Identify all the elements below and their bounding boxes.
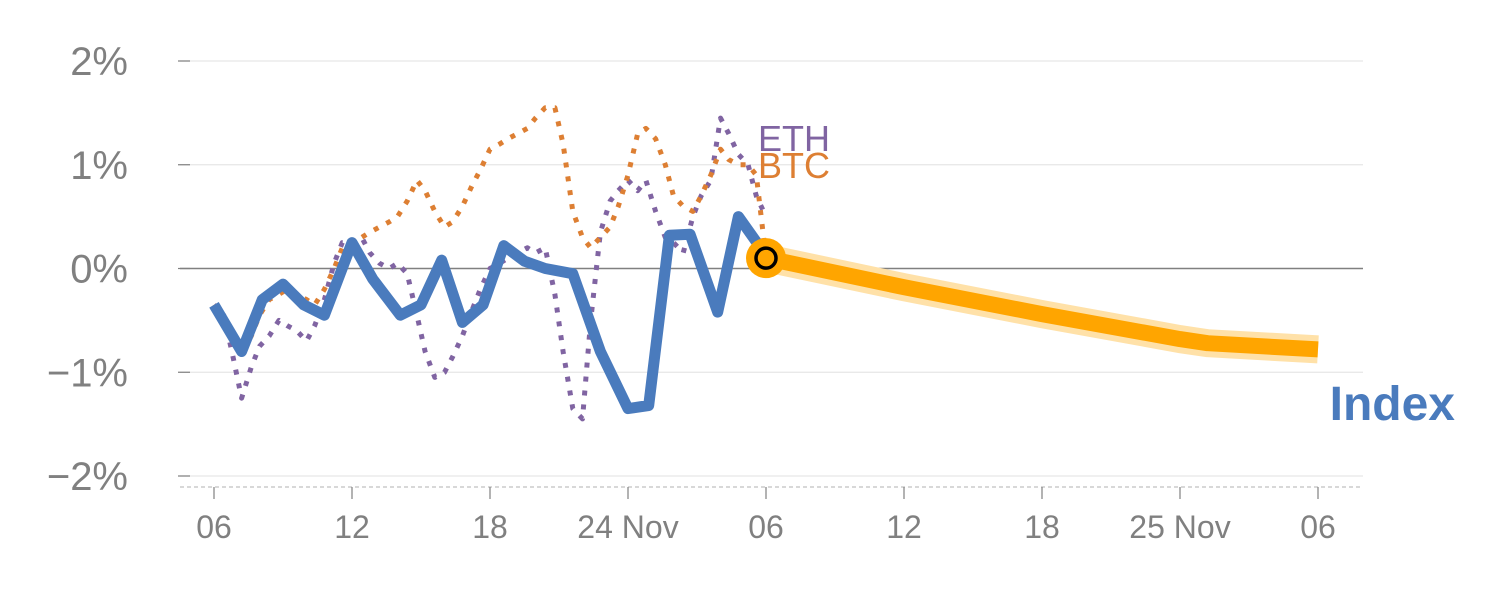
axes: 2% 1% 0% −1% −2% 06 12 18 24 Nov 06 12 18 25 Nov 06 (47, 40, 1363, 545)
y-tick-label: 2% (70, 40, 128, 84)
x-tick-label: 24 Nov (577, 509, 678, 545)
y-tick-label: −1% (47, 351, 128, 395)
index-forecast-series-line (764, 250, 1319, 358)
series-lines (209, 105, 1319, 422)
index-label: Index (1330, 378, 1456, 431)
current-value-marker-ring (754, 246, 778, 270)
y-tick-label: −2% (47, 455, 128, 499)
x-tick-label: 25 Nov (1129, 509, 1230, 545)
btc-label: BTC (758, 145, 830, 186)
y-tick-label: 1% (70, 144, 128, 188)
y-tick-label: 0% (70, 248, 128, 292)
x-tick-label: 12 (886, 509, 922, 545)
x-tick-label: 18 (1024, 509, 1060, 545)
x-tick-label: 06 (196, 509, 232, 545)
x-tick-label: 06 (748, 509, 784, 545)
x-tick-label: 06 (1300, 509, 1336, 545)
x-tick-label: 12 (334, 509, 370, 545)
eth-label: ETH (758, 118, 830, 159)
btc-series-line (211, 105, 769, 354)
index-series-line (209, 211, 771, 415)
x-tick-label: 18 (472, 509, 508, 545)
